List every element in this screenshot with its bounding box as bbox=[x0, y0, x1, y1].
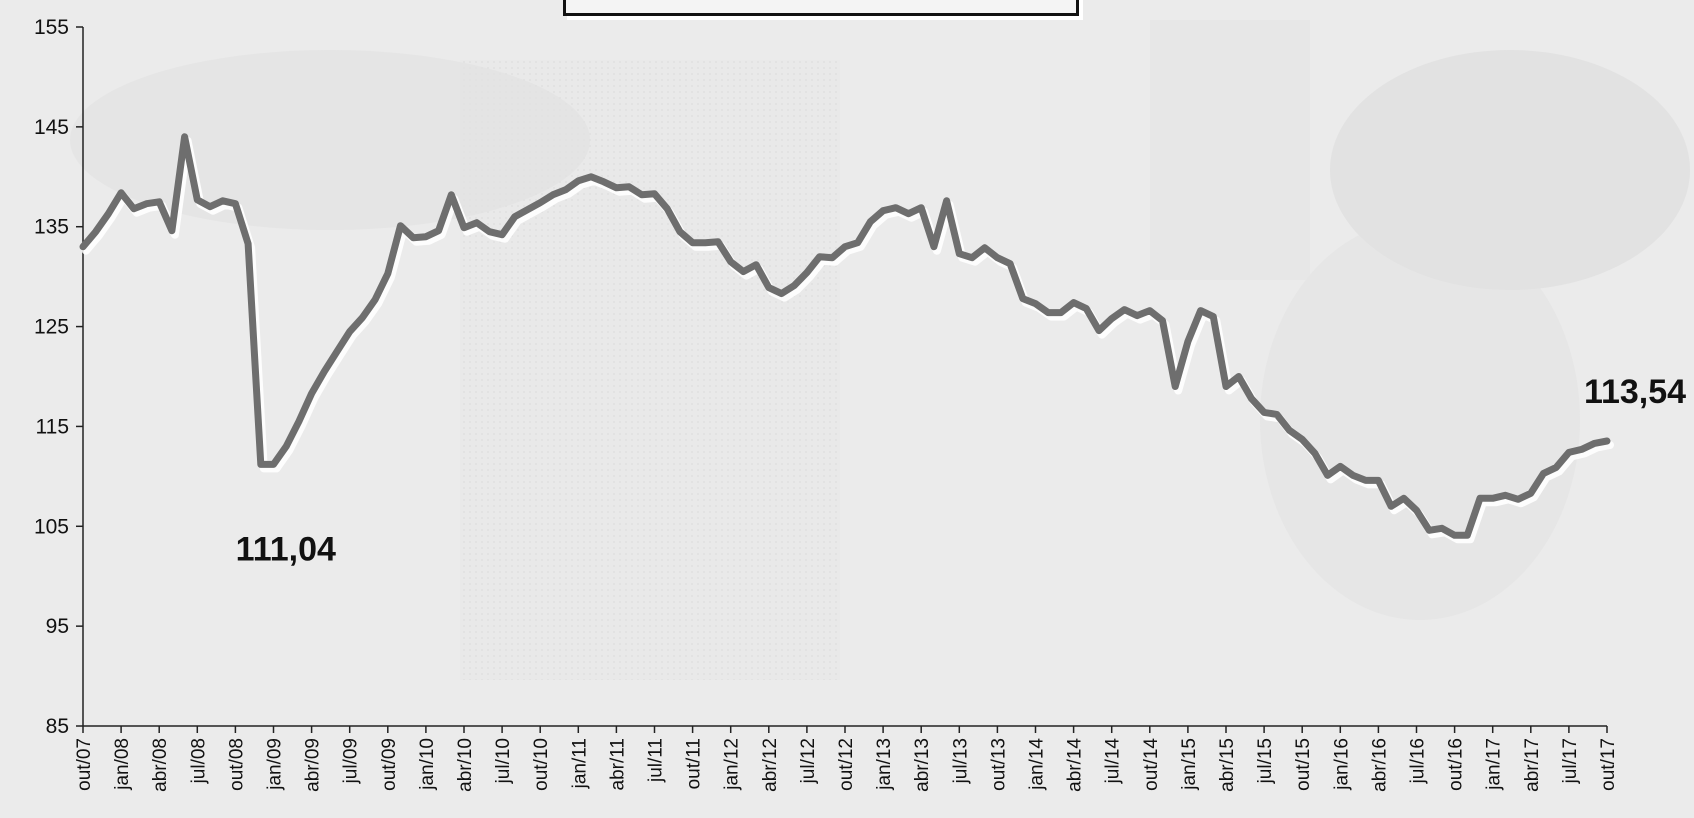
x-tick-label: jul/11 bbox=[646, 738, 667, 783]
x-tick-label: out/16 bbox=[1446, 738, 1467, 791]
x-tick-label: abr/10 bbox=[455, 738, 476, 792]
x-tick-label: out/11 bbox=[684, 738, 705, 789]
x-tick-label: jan/13 bbox=[874, 738, 895, 791]
series-line bbox=[79, 133, 1611, 539]
x-tick-label: jan/10 bbox=[417, 738, 438, 791]
x-tick-label: abr/14 bbox=[1065, 738, 1086, 792]
y-tick-label: 105 bbox=[34, 515, 69, 538]
value-annotation: 111,04 bbox=[236, 530, 336, 568]
x-tick-label: jan/15 bbox=[1179, 738, 1200, 791]
x-tick-label: jan/11 bbox=[569, 738, 590, 789]
x-tick-label: jul/16 bbox=[1408, 738, 1429, 784]
x-tick-label: out/09 bbox=[379, 738, 400, 791]
x-tick-label: out/14 bbox=[1141, 738, 1162, 791]
x-tick-label: jan/08 bbox=[112, 738, 133, 791]
y-tick-label: 135 bbox=[34, 216, 69, 239]
x-tick-label: jan/09 bbox=[265, 738, 286, 791]
x-tick-label: jan/17 bbox=[1484, 738, 1505, 791]
series-layer bbox=[79, 133, 1614, 544]
x-tick-label: jul/10 bbox=[493, 738, 514, 784]
y-tick-label: 155 bbox=[34, 16, 69, 39]
chart-title-frame bbox=[563, 0, 1079, 16]
y-tick-label: 145 bbox=[34, 116, 69, 139]
x-tick-label: jul/09 bbox=[341, 738, 362, 784]
x-tick-label: jul/13 bbox=[950, 738, 971, 784]
x-tick-label: out/17 bbox=[1598, 738, 1619, 791]
y-tick-label: 115 bbox=[36, 415, 69, 438]
annotation-layer: 111,04 113,54 bbox=[236, 373, 1686, 568]
x-tick-label: abr/12 bbox=[760, 738, 781, 792]
x-tick-label: out/13 bbox=[988, 738, 1009, 791]
x-tick-label: jul/12 bbox=[798, 738, 819, 784]
x-tick-label: out/10 bbox=[531, 738, 552, 791]
y-tick-label: 85 bbox=[46, 715, 69, 738]
x-tick-label: jan/12 bbox=[722, 738, 743, 791]
value-annotation: 113,54 bbox=[1584, 373, 1686, 411]
x-tick-label: jan/14 bbox=[1027, 738, 1048, 791]
x-tick-label: abr/17 bbox=[1522, 738, 1543, 792]
x-tick-label: jan/16 bbox=[1331, 738, 1352, 791]
x-tick-label: out/12 bbox=[836, 738, 857, 791]
x-tick-label: jul/17 bbox=[1560, 738, 1581, 784]
x-axis: out/07 jan/08 abr/08 jul/08 out/08 jan/09 abr/… bbox=[74, 725, 1619, 792]
x-tick-label: jul/14 bbox=[1103, 738, 1124, 785]
x-tick-label: abr/11 bbox=[607, 738, 628, 790]
x-tick-label: out/08 bbox=[226, 738, 247, 791]
x-tick-label: abr/13 bbox=[912, 738, 933, 792]
x-tick-label: out/15 bbox=[1293, 738, 1314, 791]
y-tick-label: 125 bbox=[34, 316, 69, 339]
x-tick-label: abr/15 bbox=[1217, 738, 1238, 792]
x-tick-label: jul/15 bbox=[1255, 738, 1276, 784]
y-tick-label: 95 bbox=[46, 615, 69, 638]
x-tick-label: out/07 bbox=[74, 738, 95, 791]
y-axis: 155 145 135 125 115 105 95 85 bbox=[34, 16, 84, 738]
x-tick-label: abr/08 bbox=[150, 738, 171, 792]
x-tick-label: abr/09 bbox=[303, 738, 324, 792]
x-tick-label: abr/16 bbox=[1369, 738, 1390, 792]
x-tick-label: jul/08 bbox=[188, 738, 209, 784]
